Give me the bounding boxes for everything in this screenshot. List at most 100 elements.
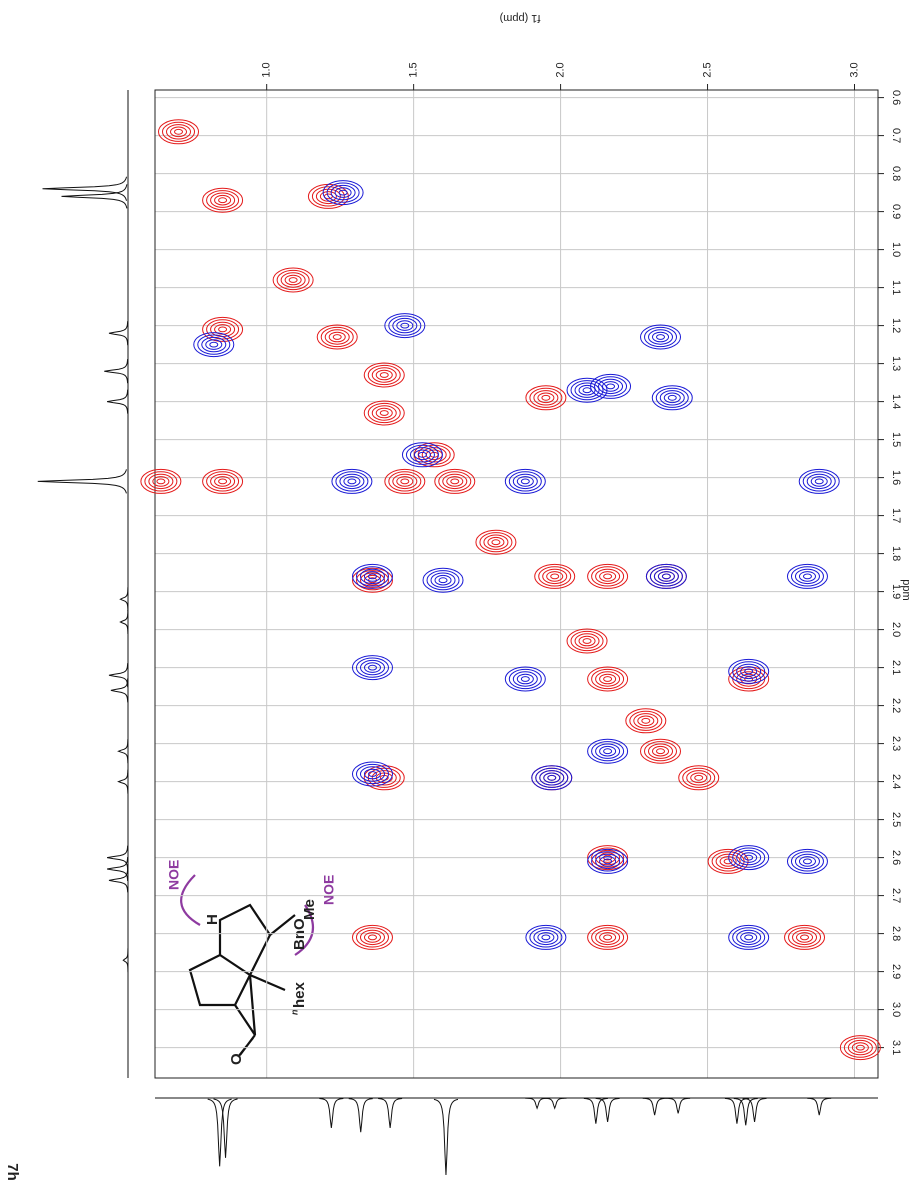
contour-ring xyxy=(690,772,708,784)
contour-ring xyxy=(547,774,557,781)
contour-ring xyxy=(732,927,766,948)
contour-ring xyxy=(351,924,393,950)
contour-ring xyxy=(599,932,617,943)
contour-ring xyxy=(450,478,460,485)
contour-ring xyxy=(355,927,389,948)
contour-ring xyxy=(546,571,564,582)
contour-ring xyxy=(158,119,200,145)
contour-ring xyxy=(599,571,617,582)
cross-peak xyxy=(534,563,576,589)
contour-ring xyxy=(322,180,364,206)
contour-ring xyxy=(633,713,659,729)
y-tick-label: 0.6 xyxy=(890,90,902,105)
contour-ring xyxy=(525,924,567,950)
contour-ring xyxy=(538,566,572,587)
contour-ring xyxy=(338,189,348,196)
cross-peak xyxy=(784,924,826,950)
contour-ring xyxy=(570,630,604,652)
contour-ring xyxy=(537,932,555,943)
contour-ring xyxy=(594,376,628,397)
contour-ring xyxy=(659,390,685,406)
contour-ring xyxy=(566,628,608,654)
contour-ring xyxy=(663,392,681,404)
contour-ring xyxy=(566,377,608,403)
contour-ring xyxy=(156,478,166,485)
contour-ring xyxy=(740,666,758,677)
contour-ring xyxy=(539,770,565,786)
contour-ring xyxy=(434,468,476,494)
compound-label: 7h xyxy=(4,1163,21,1181)
contour-ring xyxy=(599,745,617,757)
contour-ring xyxy=(590,373,632,399)
contour-ring xyxy=(525,385,567,411)
cross-peak xyxy=(587,563,629,589)
contour-ring xyxy=(794,568,820,585)
contour-ring xyxy=(371,405,397,421)
y-tick-label: 0.7 xyxy=(890,128,902,143)
contour-ring xyxy=(316,324,358,350)
cross-peak xyxy=(587,924,629,950)
projection-peak xyxy=(108,663,129,688)
contour-ring xyxy=(367,664,377,671)
cross-peak xyxy=(140,468,182,494)
contour-ring xyxy=(794,853,820,870)
contour-ring xyxy=(847,1039,873,1056)
cross-peak xyxy=(504,666,546,692)
cross-peak xyxy=(728,658,770,684)
projection-peak xyxy=(108,868,129,893)
cross-peak xyxy=(351,567,393,593)
cross-peak xyxy=(193,332,235,358)
contour-ring xyxy=(218,478,228,485)
contour-ring xyxy=(140,468,182,494)
y-tick-label: 1.2 xyxy=(890,318,902,333)
projection-peak xyxy=(733,1097,758,1126)
contour-ring xyxy=(541,394,551,401)
contour-ring xyxy=(379,372,389,378)
contour-ring xyxy=(363,574,381,586)
contour-ring xyxy=(359,766,385,782)
cross-peak xyxy=(678,765,720,791)
cross-peak xyxy=(587,666,629,692)
contour-ring xyxy=(367,934,377,941)
atom-label: n xyxy=(289,1009,299,1015)
contour-ring xyxy=(351,655,393,681)
projection-peak xyxy=(583,1097,608,1124)
contour-ring xyxy=(550,573,560,580)
cross-peak xyxy=(504,468,546,494)
contour-ring xyxy=(537,392,555,404)
cross-peak xyxy=(640,738,682,764)
contour-ring xyxy=(535,767,569,788)
contour-ring xyxy=(201,336,227,353)
contour-ring xyxy=(790,851,824,872)
contour-ring xyxy=(645,563,687,589)
contour-ring xyxy=(599,673,617,685)
contour-ring xyxy=(529,927,563,948)
contour-ring xyxy=(606,383,616,390)
contour-ring xyxy=(214,194,232,206)
contour-ring xyxy=(732,661,766,682)
contour-ring xyxy=(599,856,617,867)
atom-label: Me xyxy=(301,899,318,920)
contour-ring xyxy=(637,715,655,727)
projection-peak xyxy=(348,1098,373,1133)
contour-ring xyxy=(516,673,534,685)
contour-ring xyxy=(162,121,196,142)
contour-ring xyxy=(599,852,617,863)
contour-ring xyxy=(732,847,766,868)
contour-ring xyxy=(574,382,600,398)
contour-ring xyxy=(438,471,472,492)
contour-ring xyxy=(652,745,670,757)
projection-peak xyxy=(117,739,129,764)
contour-ring xyxy=(802,858,812,865)
contour-ring xyxy=(792,929,818,946)
contour-ring xyxy=(206,319,240,340)
y-tick-label: 3.1 xyxy=(890,1040,902,1055)
y-tick-label: 0.9 xyxy=(890,204,902,219)
projection-peak xyxy=(525,1097,550,1110)
contour-ring xyxy=(603,748,613,755)
contour-ring xyxy=(170,126,188,138)
contour-ring xyxy=(740,932,758,943)
cross-peak xyxy=(384,468,426,494)
projection-peak xyxy=(542,1097,567,1110)
contour-ring xyxy=(602,381,620,392)
